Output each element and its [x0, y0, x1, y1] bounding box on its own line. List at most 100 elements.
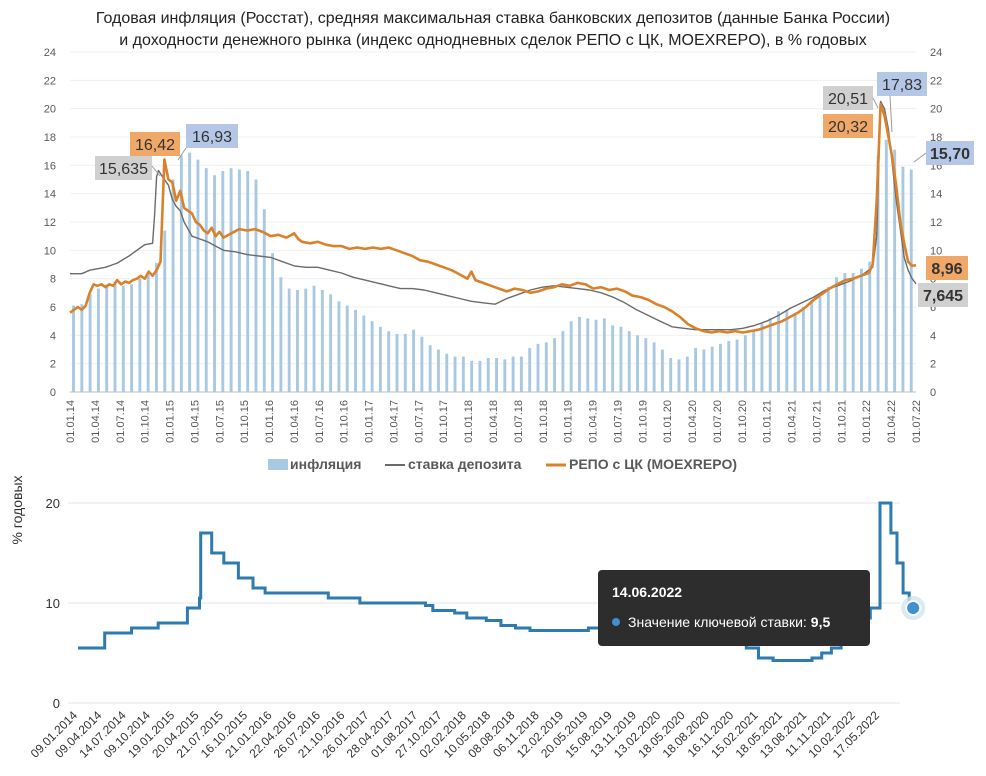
annotation-box	[95, 156, 152, 180]
inflation-bar	[727, 341, 731, 392]
x-tick-label: 01.10.21	[836, 400, 848, 443]
inflation-bar	[528, 348, 532, 392]
inflation-bar	[370, 321, 374, 392]
inflation-bar	[486, 358, 490, 392]
inflation-bar	[818, 297, 822, 392]
inflation-bar	[660, 349, 664, 392]
x-tick-label: 01.04.18	[488, 400, 500, 443]
inflation-bar	[130, 284, 134, 392]
inflation-bar	[636, 335, 639, 392]
x-tick-label: 01.01.21	[762, 400, 774, 443]
inflation-bar	[403, 333, 407, 392]
bottom-y-axis: 0 10 20	[46, 496, 60, 711]
inflation-bar	[320, 290, 324, 392]
inflation-bar	[893, 149, 897, 392]
inflation-bar	[652, 342, 656, 392]
key-rate-tooltip: 14.06.2022 Значение ключевой ставки: 9,5	[598, 570, 870, 646]
x-tick-label: 01.07.17	[413, 400, 425, 443]
annotation-leader	[151, 165, 161, 177]
x-tick-label: 01.07.21	[811, 400, 823, 443]
inflation-bar	[72, 305, 75, 392]
inflation-bar	[835, 277, 839, 392]
inflation-bar	[196, 159, 200, 392]
x-tick-label: 01.04.22	[886, 400, 898, 443]
x-tick-label: 01.01.22	[861, 400, 873, 443]
inflation-bar	[860, 268, 863, 392]
inflation-bar	[544, 342, 548, 392]
inflation-bar	[868, 261, 872, 392]
inflation-bar	[694, 348, 698, 392]
inflation-bar	[810, 299, 814, 392]
y-tick-label: 20	[46, 496, 60, 511]
x-tick-label: 01.10.18	[538, 400, 550, 443]
x-tick-label: 01.07.20	[712, 400, 724, 443]
inflation-bar	[138, 278, 142, 392]
inflation-bar	[511, 356, 515, 392]
chart-title-line-1: Годовая инфляция (Росстат), средняя макс…	[95, 10, 891, 27]
x-tick-label: 01.04.19	[588, 400, 600, 443]
annotation-leader	[913, 152, 927, 163]
inflation-bar	[743, 335, 747, 392]
inflation-bar	[884, 139, 888, 392]
series-dot-icon	[612, 618, 620, 626]
inflation-bar	[304, 288, 308, 392]
tooltip-date: 14.06.2022	[612, 584, 683, 600]
inflation-bar	[793, 314, 797, 392]
x-tick-label: 01.07.15	[214, 400, 226, 443]
x-tick-label: 01.01.15	[165, 400, 177, 443]
inflation-bar	[279, 277, 283, 392]
inflation-bar	[752, 329, 756, 392]
x-tick-label: 01.01.19	[563, 400, 575, 443]
highlight-point	[905, 600, 922, 616]
annotation-leader	[889, 95, 893, 133]
y-tick-label: 16	[44, 160, 56, 172]
inflation-bar	[851, 273, 855, 392]
annotation-label: 15,635	[99, 161, 148, 178]
y-tick-label: 20	[930, 104, 942, 116]
inflation-bar	[287, 288, 291, 392]
inflation-bar	[536, 343, 540, 392]
inflation-bar	[420, 336, 424, 392]
inflation-bar	[345, 305, 349, 392]
y-tick-label: 8	[50, 274, 56, 286]
x-tick-label: 01.04.14	[90, 400, 102, 443]
y-tick-label: 24	[44, 47, 56, 59]
annotation-label: 16,93	[192, 129, 232, 146]
y-tick-label: 2	[930, 359, 936, 371]
x-tick-label: 01.07.18	[513, 400, 525, 443]
inflation-bar	[221, 171, 225, 392]
inflation-bar	[105, 284, 109, 392]
annotation-label: 8,96	[931, 261, 962, 278]
inflation-bar	[503, 359, 507, 392]
inflation-bar	[237, 169, 241, 392]
inflation-bar	[412, 329, 416, 392]
annotation-box	[823, 114, 873, 138]
inflation-bar	[337, 301, 341, 392]
top-x-axis: 01.01.14 01.04.14 01.07.14 01.10.14 01.01.15…	[65, 400, 923, 443]
x-tick-label: 01.01.16	[264, 400, 276, 443]
inflation-bar	[578, 316, 581, 392]
inflation-bar	[171, 179, 175, 392]
y-tick-label: 12	[930, 217, 942, 229]
inflation-bar	[88, 294, 92, 392]
annotation-box	[823, 86, 873, 110]
value-annotations: 16,42 16,93 15,635 20,51 17,83 20,32 15,70 8,96…	[95, 72, 974, 307]
inflation-bar	[378, 326, 382, 392]
bottom-y-axis-title: % годовых	[9, 475, 25, 544]
x-tick-label: 01.10.16	[339, 400, 351, 443]
inflation-bar	[395, 333, 399, 392]
x-tick-label: 01.07.19	[612, 400, 624, 443]
legend-label: инфляция	[290, 456, 361, 472]
annotation-label: 20,51	[828, 91, 868, 108]
x-tick-label: 01.04.16	[289, 400, 301, 443]
y-tick-label: 10	[44, 245, 56, 257]
inflation-bar	[627, 331, 631, 392]
x-tick-label: 01.10.15	[239, 400, 251, 443]
inflation-bar	[121, 285, 125, 392]
y-tick-label: 22	[930, 75, 942, 87]
inflation-bar	[901, 166, 905, 392]
inflation-bar	[262, 209, 266, 392]
inflation-bar	[254, 179, 258, 392]
annotation-label: 15,70	[930, 146, 970, 163]
